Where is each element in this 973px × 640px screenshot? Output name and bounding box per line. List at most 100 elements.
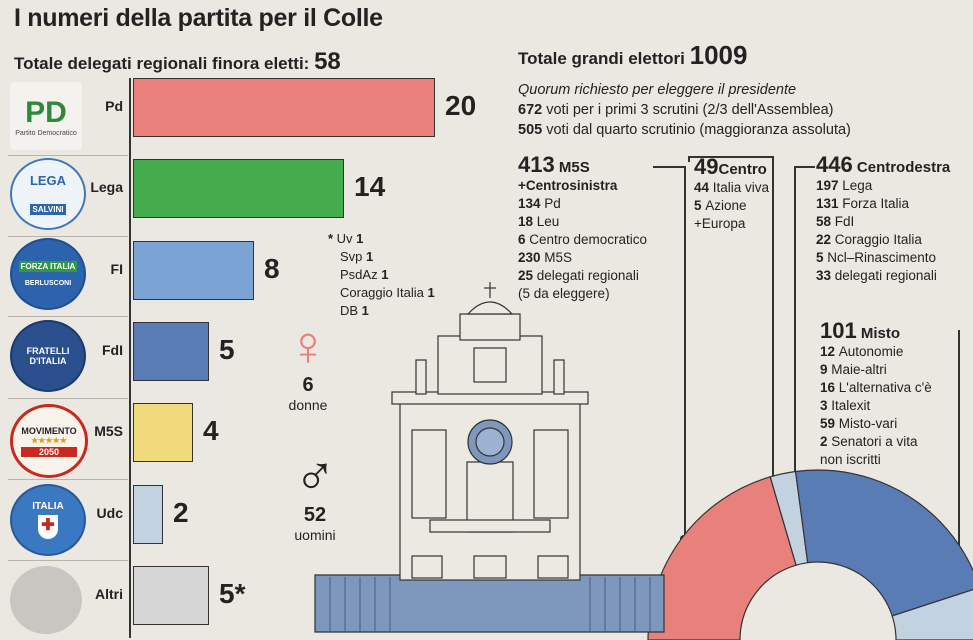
group-item: 58 FdI <box>816 214 855 229</box>
row-divider <box>8 316 128 317</box>
group-footnote: (5 da eleggere) <box>518 286 610 301</box>
row-divider <box>8 560 128 561</box>
bar-value-label: 2 <box>173 496 189 528</box>
bar-value-label: 5 <box>219 333 235 365</box>
m5s-stars-icon: ★★★★★ <box>31 435 67 445</box>
group-heading: 413 M5S <box>518 152 590 177</box>
leader-line <box>794 166 796 480</box>
group-item: 3 Italexit <box>820 398 871 413</box>
grand-electors-value: 1009 <box>689 40 748 70</box>
row-divider <box>8 155 128 156</box>
hemicycle-segment <box>794 469 973 617</box>
female-symbol-icon: ♀ <box>287 314 329 377</box>
lega-logo-caption: SALVINI <box>29 204 67 215</box>
bar-category-label: Lega <box>90 179 123 196</box>
leader-dot <box>954 610 962 618</box>
group-item: 5 Ncl–Rinascimento <box>816 250 937 265</box>
women-label: donne <box>288 397 328 413</box>
quorum-line: 505 voti dal quarto scrutinio (maggioran… <box>518 122 851 138</box>
leader-line <box>795 166 815 168</box>
group-footnote: +Europa <box>694 216 746 231</box>
hemicycle-segment <box>647 476 797 640</box>
leader-dot <box>790 476 798 484</box>
bar-value-label: 20 <box>445 90 477 121</box>
bar-value-label: 14 <box>354 171 386 203</box>
pd-logo-caption: Partito Democratico <box>15 129 77 137</box>
group-heading: 446 Centrodestra <box>816 152 951 177</box>
bar-category-label: Pd <box>105 98 123 114</box>
fi-logo-text: FORZA ITALIA <box>18 261 78 272</box>
group-item: 18 Leu <box>518 214 560 229</box>
altri-footnote: * Uv 1 Svp 1 PsdAz 1 Coraggio Italia 1 DB 1 <box>328 230 435 320</box>
bar-value-label: 5* <box>219 577 246 609</box>
delegates-subtitle: Totale delegati regionali finora eletti:… <box>14 48 341 76</box>
bar-m5s <box>133 403 193 463</box>
m5s-logo: MOVIMENTO ★★★★★ 2050 <box>10 404 88 478</box>
bar-value-label: 8 <box>264 252 280 284</box>
party-logos: PD Partito Democratico LEGA SALVINI FORZ… <box>0 76 92 640</box>
misto-block: 101 Misto 12 Autonomie 9 Maie-altri 16 L'a… <box>820 318 970 469</box>
group-subheading: +Centrosinistra <box>518 178 618 193</box>
m5s-centrosinistra-block: 413 M5S +Centrosinistra 134 Pd 18 Leu 6 Ce… <box>518 152 688 303</box>
group-item: 16 L'alternativa c'è <box>820 380 932 395</box>
quorum-title: Quorum richiesto per eleggere il preside… <box>518 82 797 98</box>
men-label: uomini <box>294 527 336 543</box>
grand-electors-label: Totale grandi elettori <box>518 49 685 68</box>
leader-dot <box>768 478 776 486</box>
group-item: 5 Azione <box>694 198 747 213</box>
delegates-subtitle-label: Totale delegati regionali finora eletti: <box>14 54 310 73</box>
pd-logo-text: PD <box>25 95 67 129</box>
group-item: 59 Misto-vari <box>820 416 898 431</box>
leader-dot <box>680 535 688 543</box>
male-symbol-icon: ♂ <box>294 444 336 507</box>
group-item: 6 Centro democratico <box>518 232 648 247</box>
leader-line <box>653 166 685 168</box>
group-item: 22 Coraggio Italia <box>816 232 922 247</box>
bar-axis <box>129 78 131 638</box>
men-value: 52 <box>303 504 327 526</box>
women-stat: ♀ 6 donne <box>278 314 338 414</box>
group-item: 131 Forza Italia <box>816 196 910 211</box>
bar-category-label: FI <box>110 260 123 277</box>
group-item: 25 delegati regionali <box>518 268 639 283</box>
quorum-info: Quorum richiesto per eleggere il preside… <box>518 80 851 140</box>
udc-shield-icon: ✚ <box>37 515 58 539</box>
lega-logo: LEGA SALVINI <box>10 158 86 230</box>
pd-logo: PD Partito Democratico <box>10 82 82 150</box>
page-title: I numeri della partita per il Colle <box>14 4 383 32</box>
udc-logo-text: ITALIA <box>32 501 64 512</box>
quirinale-building-illustration <box>314 282 665 633</box>
group-item: 44 Italia viva <box>694 180 770 195</box>
bar-category-label: Altri <box>95 585 123 602</box>
group-item: 134 Pd <box>518 196 561 211</box>
udc-logo: ITALIA ✚ <box>10 484 86 556</box>
m5s-logo-text: MOVIMENTO <box>21 425 77 436</box>
bar-category-label: FdI <box>102 341 123 358</box>
row-divider <box>8 398 128 399</box>
centro-block: 49Centro 44 Italia viva 5 Azione +Europa <box>694 154 794 233</box>
bar-pd <box>133 78 435 137</box>
leader-line <box>688 156 773 158</box>
group-item: 2 Senatori a vita <box>820 434 918 449</box>
footnote-item: Coraggio Italia 1 <box>340 285 435 300</box>
footnote-item: Svp 1 <box>340 249 374 264</box>
fi-logo-caption: BERLUSCONI <box>24 280 72 287</box>
bar-fdi <box>133 321 209 381</box>
bar-category-label: Udc <box>96 504 123 521</box>
group-item: 230 M5S <box>518 250 573 265</box>
group-item: 12 Autonomie <box>820 344 904 359</box>
hemicycle-segment <box>769 470 809 566</box>
fi-logo: FORZA ITALIA BERLUSCONI <box>10 238 86 310</box>
leader-line <box>684 166 686 538</box>
bar-fi <box>133 240 254 300</box>
group-heading: 101 Misto <box>820 318 901 343</box>
centrodestra-block: 446 Centrodestra 197 Lega 131 Forza Itali… <box>816 152 971 285</box>
altri-logo <box>10 566 82 634</box>
group-item: 33 delegati regionali <box>816 268 937 283</box>
group-heading: 49Centro <box>694 154 767 179</box>
row-divider <box>8 236 128 237</box>
quorum-line: 672 voti per i primi 3 scrutini (2/3 del… <box>518 102 834 118</box>
group-footnote: non iscritti <box>820 452 881 467</box>
fdi-logo: FRATELLI D'ITALIA <box>10 320 86 392</box>
delegates-subtitle-value: 58 <box>314 48 341 75</box>
